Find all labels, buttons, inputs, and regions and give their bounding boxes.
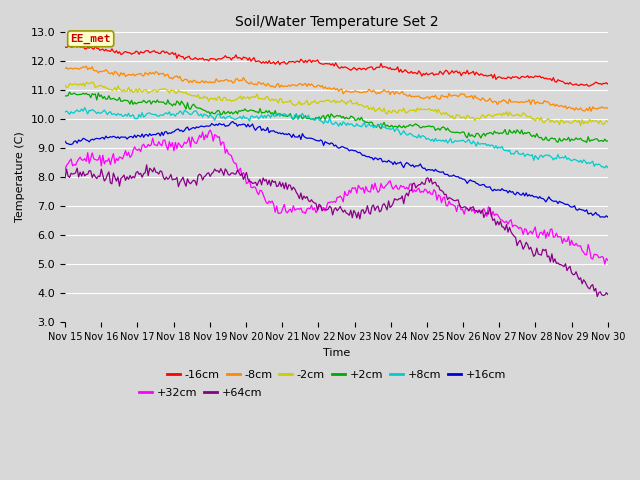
+32cm bbox=[601, 261, 609, 267]
Line: +16cm: +16cm bbox=[65, 121, 608, 217]
+2cm bbox=[66, 89, 74, 95]
+16cm bbox=[575, 206, 583, 212]
+32cm bbox=[225, 151, 232, 156]
+16cm bbox=[243, 124, 250, 130]
+32cm bbox=[604, 257, 612, 263]
+16cm bbox=[252, 127, 259, 133]
+2cm bbox=[243, 108, 250, 114]
+64cm bbox=[593, 294, 601, 300]
+64cm bbox=[300, 193, 308, 199]
-16cm bbox=[300, 60, 308, 65]
+16cm bbox=[300, 133, 308, 139]
+64cm bbox=[61, 175, 69, 181]
-16cm bbox=[575, 83, 583, 88]
+64cm bbox=[225, 172, 232, 178]
-2cm bbox=[88, 79, 96, 85]
+32cm bbox=[128, 153, 136, 158]
+8cm bbox=[243, 115, 250, 120]
+32cm bbox=[252, 185, 259, 191]
Legend: +32cm, +64cm: +32cm, +64cm bbox=[134, 383, 267, 402]
-8cm bbox=[588, 108, 595, 114]
+64cm bbox=[243, 169, 250, 175]
+32cm bbox=[243, 181, 250, 187]
-8cm bbox=[225, 78, 232, 84]
-16cm bbox=[129, 50, 137, 56]
+8cm bbox=[601, 165, 609, 171]
+16cm bbox=[604, 214, 612, 220]
Line: -2cm: -2cm bbox=[65, 82, 608, 126]
+16cm bbox=[601, 215, 609, 220]
+8cm bbox=[81, 105, 88, 110]
+2cm bbox=[129, 101, 137, 107]
-2cm bbox=[252, 94, 259, 100]
Line: +8cm: +8cm bbox=[65, 108, 608, 168]
+8cm bbox=[300, 114, 308, 120]
-2cm bbox=[243, 95, 250, 101]
-16cm bbox=[243, 55, 250, 61]
+32cm bbox=[61, 167, 69, 173]
+16cm bbox=[229, 119, 237, 124]
+8cm bbox=[129, 112, 137, 118]
-8cm bbox=[243, 79, 250, 84]
-8cm bbox=[252, 81, 259, 87]
+16cm bbox=[61, 138, 69, 144]
-8cm bbox=[604, 105, 612, 111]
Y-axis label: Temperature (C): Temperature (C) bbox=[15, 132, 25, 222]
-2cm bbox=[604, 119, 612, 125]
+64cm bbox=[128, 176, 136, 181]
-8cm bbox=[129, 71, 137, 77]
+2cm bbox=[300, 114, 308, 120]
Line: +2cm: +2cm bbox=[65, 92, 608, 143]
+2cm bbox=[225, 108, 232, 114]
+32cm bbox=[206, 127, 214, 133]
-16cm bbox=[61, 44, 69, 50]
-8cm bbox=[300, 81, 308, 87]
-16cm bbox=[604, 81, 612, 87]
-2cm bbox=[575, 118, 583, 123]
+64cm bbox=[575, 276, 583, 282]
+16cm bbox=[223, 123, 230, 129]
-16cm bbox=[584, 83, 592, 89]
Line: +64cm: +64cm bbox=[65, 165, 608, 297]
-8cm bbox=[575, 107, 583, 113]
+64cm bbox=[252, 180, 259, 185]
-16cm bbox=[225, 55, 232, 60]
+8cm bbox=[575, 159, 583, 165]
Line: -16cm: -16cm bbox=[65, 45, 608, 86]
Title: Soil/Water Temperature Set 2: Soil/Water Temperature Set 2 bbox=[235, 15, 438, 29]
-2cm bbox=[129, 90, 137, 96]
-8cm bbox=[61, 66, 69, 72]
-2cm bbox=[61, 82, 69, 88]
-16cm bbox=[252, 59, 259, 64]
Line: -8cm: -8cm bbox=[65, 66, 608, 111]
-2cm bbox=[300, 101, 308, 107]
+32cm bbox=[300, 209, 308, 215]
-8cm bbox=[83, 63, 90, 69]
+8cm bbox=[61, 109, 69, 115]
+2cm bbox=[252, 109, 259, 115]
+64cm bbox=[604, 291, 612, 297]
Line: +32cm: +32cm bbox=[65, 130, 608, 264]
+8cm bbox=[604, 165, 612, 170]
+8cm bbox=[225, 114, 232, 120]
+2cm bbox=[61, 93, 69, 99]
+2cm bbox=[575, 136, 583, 142]
+16cm bbox=[128, 133, 136, 139]
+2cm bbox=[583, 140, 591, 145]
+64cm bbox=[143, 162, 150, 168]
X-axis label: Time: Time bbox=[323, 348, 350, 358]
Text: EE_met: EE_met bbox=[70, 34, 111, 44]
+8cm bbox=[252, 114, 259, 120]
-2cm bbox=[577, 123, 584, 129]
-2cm bbox=[225, 97, 232, 103]
-16cm bbox=[70, 42, 78, 48]
+2cm bbox=[604, 138, 612, 144]
+32cm bbox=[575, 243, 583, 249]
